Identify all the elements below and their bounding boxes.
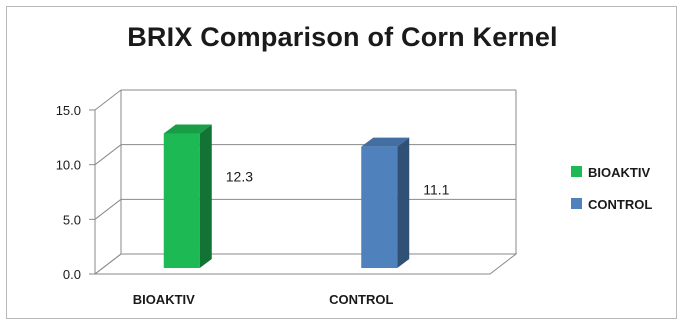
gridline-side [94, 89, 122, 111]
gridline-side [94, 144, 122, 166]
chart-floor [93, 253, 518, 275]
bar-front-control [361, 146, 398, 268]
legend-label: CONTROL [588, 197, 652, 212]
y-tick-label: 5.0 [63, 212, 81, 227]
bar-front-bioaktiv [163, 133, 200, 268]
legend-swatch [571, 166, 582, 177]
legend-swatch [571, 198, 582, 209]
data-label: 11.1 [423, 182, 449, 198]
x-category-label: BIOAKTIV [133, 292, 195, 307]
chart-title: BRIX Comparison of Corn Kernel [127, 22, 558, 52]
gridline-side [94, 198, 122, 220]
x-category-label: CONTROL [329, 292, 393, 307]
chart-frame [6, 6, 677, 319]
bar-top-control [361, 137, 410, 147]
y-tick-label: 15.0 [56, 103, 81, 118]
y-tick-label: 10.0 [56, 158, 81, 173]
legend-label: BIOAKTIV [588, 165, 650, 180]
bar-side-control [397, 137, 410, 268]
data-label: 12.3 [226, 169, 253, 185]
y-tick-label: 0.0 [63, 267, 81, 282]
bar-top-bioaktiv [163, 124, 212, 134]
bar-side-bioaktiv [199, 124, 212, 269]
